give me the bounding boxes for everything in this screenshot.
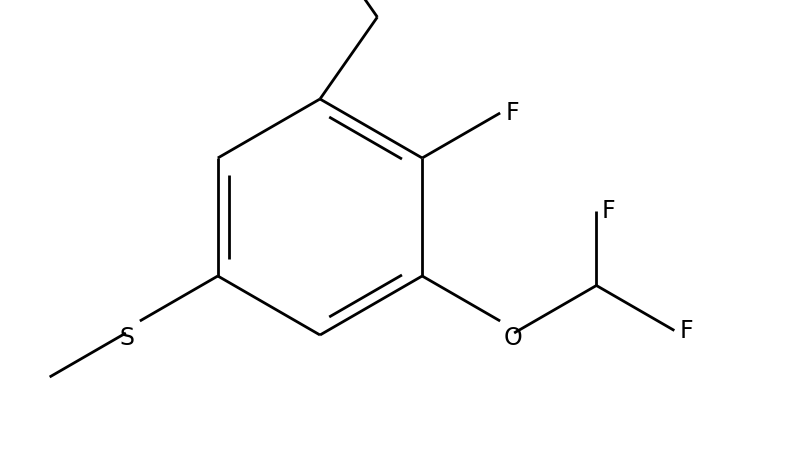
- Text: F: F: [601, 199, 615, 222]
- Text: S: S: [120, 326, 135, 350]
- Text: F: F: [505, 101, 519, 125]
- Text: O: O: [503, 326, 522, 350]
- Text: F: F: [679, 319, 693, 343]
